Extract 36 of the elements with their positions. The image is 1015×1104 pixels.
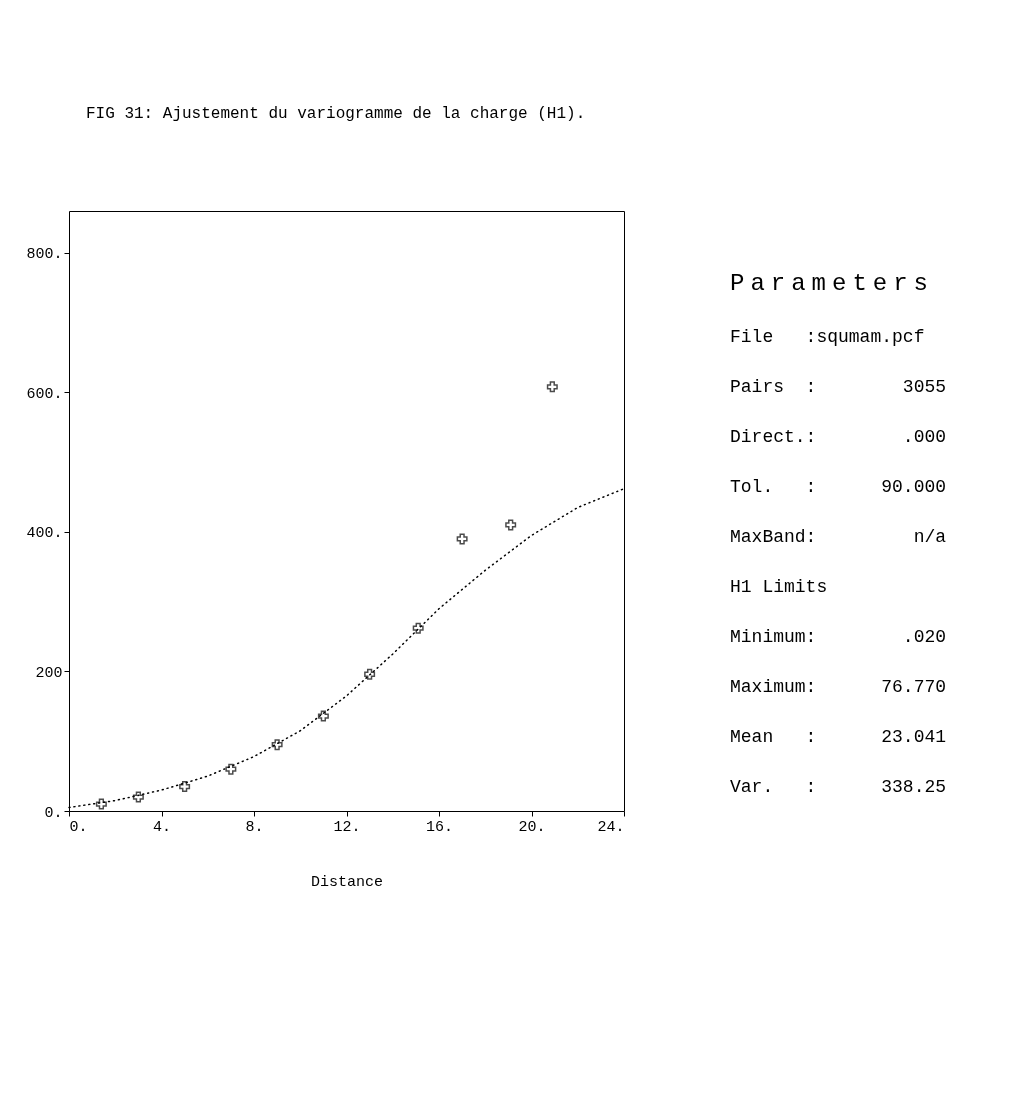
point — [225, 763, 237, 775]
y-tick-label: 800. — [26, 246, 63, 264]
text: Mean : 23.041 — [730, 727, 948, 747]
text: Maximum: 76.770 — [730, 677, 948, 697]
text: File :squmam.pcf — [730, 327, 926, 347]
text: MaxBand: n/a — [730, 527, 948, 547]
y-tick-label: 0. — [44, 804, 63, 822]
point — [505, 519, 517, 531]
point — [546, 381, 558, 393]
point — [456, 533, 468, 545]
point — [132, 791, 144, 803]
text: H1 Limits — [730, 577, 829, 597]
y-tick-label: 400. — [26, 525, 63, 543]
text: Parameters — [730, 270, 936, 297]
x-tick-label: 20. — [518, 818, 546, 836]
x-tick-label: 24. — [597, 818, 625, 836]
point — [271, 739, 283, 751]
chart-title: FIG 31: Ajustement du variogramme de la charge (H1). — [85, 105, 586, 123]
y-tick-label: 200 — [35, 664, 63, 682]
x-tick-label: 0. — [69, 818, 88, 836]
y-tick-label: 600. — [26, 385, 63, 403]
x-tick-label: 8. — [245, 818, 264, 836]
point — [179, 781, 191, 793]
x-axis-title: Distance — [310, 873, 384, 891]
point — [412, 622, 424, 634]
point — [95, 798, 107, 810]
x-tick-label: 16. — [425, 818, 454, 836]
x-tick-label: 12. — [333, 818, 361, 836]
text: Var. : 338.25 — [730, 777, 948, 797]
text: Minimum: .020 — [730, 627, 948, 647]
point — [317, 710, 329, 722]
x-tick-label: 4. — [152, 818, 172, 836]
text: Tol. : 90.000 — [730, 477, 948, 497]
text: Direct.: .000 — [730, 427, 948, 447]
point — [364, 668, 376, 680]
text: Pairs : 3055 — [730, 377, 948, 397]
